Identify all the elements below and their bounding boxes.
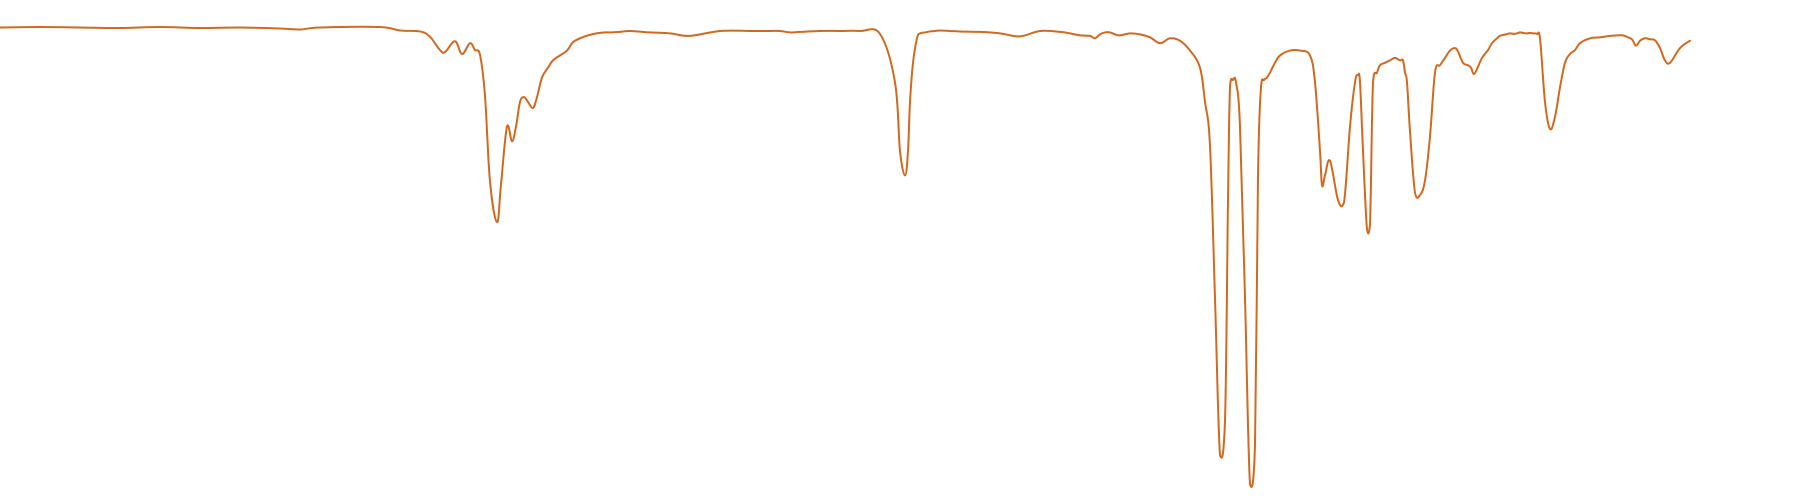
series-line-0 <box>0 25 1691 488</box>
series-layer <box>0 25 1691 488</box>
